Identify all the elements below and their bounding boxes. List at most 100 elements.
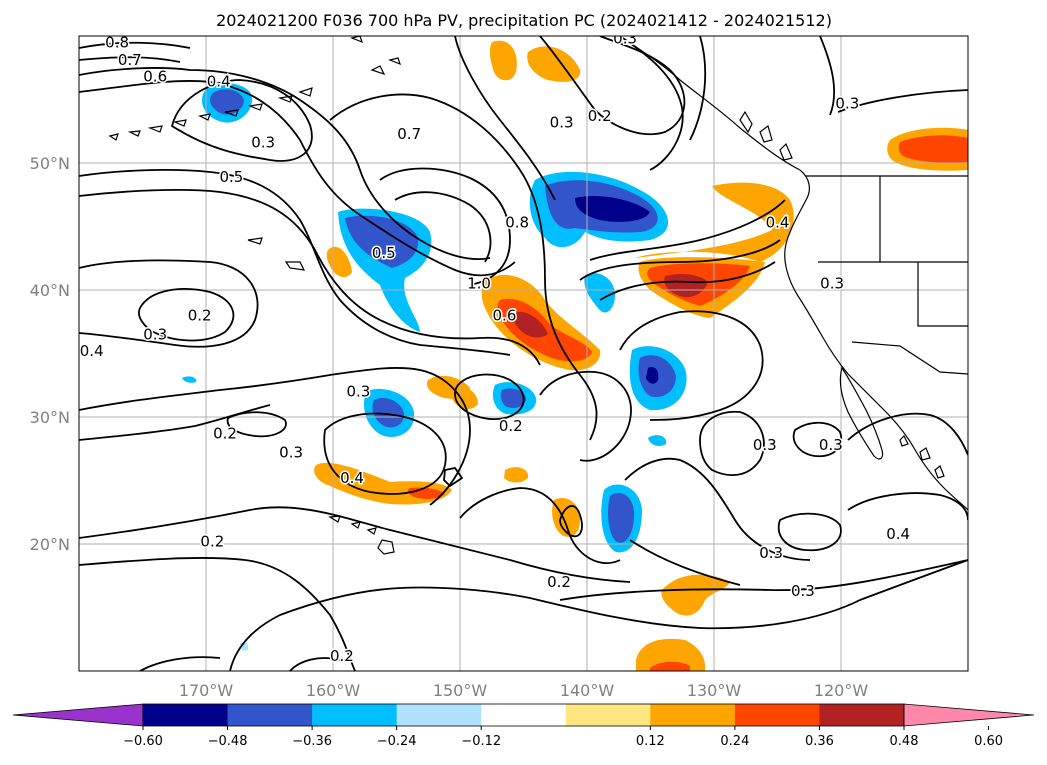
colorbar-segment	[481, 704, 567, 726]
map-frame	[78, 35, 969, 672]
colorbar: −0.60 −0.48 −0.36 −0.24 −0.12 0.12 0.24 0.36 0.4…	[12, 703, 1035, 749]
orange-anomaly-top	[489, 40, 517, 81]
precip-anomaly-shading	[182, 40, 968, 671]
colorbar-segment	[312, 704, 398, 726]
colorbar-segment	[143, 704, 229, 726]
lon-tick-label: 120°W	[814, 681, 869, 700]
contour-label: 0.3	[613, 30, 637, 48]
contour-label: 0.4	[207, 73, 231, 91]
contour-label: 0.3	[835, 94, 859, 112]
contour-label: 0.4	[766, 214, 790, 232]
contour-label: 0.2	[188, 306, 212, 324]
contour-label: 1.0	[467, 275, 491, 293]
orange-anomaly-130w	[635, 182, 794, 262]
contour-label: 0.3	[791, 582, 815, 600]
contour-label: 0.2	[213, 425, 237, 443]
alaska-panhandle-islands	[739, 110, 793, 161]
colorbar-frame	[142, 703, 905, 727]
red-anomaly-bottom	[650, 661, 690, 671]
pv-contours	[79, 36, 968, 671]
lon-tick-label: 170°W	[179, 681, 234, 700]
contour-label: 0.3	[819, 436, 843, 454]
contour-labels: 0.80.70.6 0.40.30.50.70.50.81.00.60.3 0.20…	[79, 30, 912, 666]
blue-anomaly-speck-2	[182, 376, 197, 383]
contour-label: 0.7	[118, 51, 142, 69]
contour-label: 0.3	[143, 325, 167, 343]
north-america-west-coast	[619, 36, 968, 511]
contour-label: 0.4	[886, 525, 910, 543]
blue-anomaly-136w-core	[608, 492, 634, 543]
orange-anomaly-bottom	[636, 638, 706, 671]
colorbar-segment	[650, 704, 736, 726]
colorbar-tick-label: 0.36	[805, 734, 834, 749]
colorbar-tick-label: 0.48	[890, 734, 919, 749]
lon-tick-label: 150°W	[433, 681, 488, 700]
lat-tick-label: 30°N	[30, 408, 70, 427]
colorbar-tick-label: −0.36	[292, 734, 332, 749]
contour-label: 0.2	[547, 573, 571, 591]
colorbar-segment	[396, 704, 482, 726]
colorbar-segment	[565, 704, 651, 726]
contour-label: 0.7	[397, 125, 421, 143]
lon-tick-labels: 170°W 160°W 150°W 140°W 130°W 120°W	[179, 681, 869, 700]
lon-tick-label: 140°W	[560, 681, 615, 700]
orange-anomaly-small-2	[552, 498, 580, 537]
contour-label: 0.2	[330, 647, 354, 665]
colorbar-extend-low	[12, 703, 144, 727]
contour-label: 0.6	[143, 68, 167, 86]
colorbar-extend-high	[903, 703, 1035, 727]
colorbar-segment	[819, 704, 905, 726]
blue-anomaly-west-core	[345, 215, 419, 268]
colorbar-tick-label: −0.60	[123, 734, 163, 749]
red-anomaly-ne-core	[898, 135, 968, 163]
orange-anomaly-small-1	[504, 467, 529, 483]
lat-tick-label: 40°N	[30, 281, 70, 300]
lat-tick-label: 50°N	[30, 154, 70, 173]
blue-anomaly-central-core	[575, 195, 650, 222]
lat-tick-label: 20°N	[30, 535, 70, 554]
baja-california	[839, 366, 884, 460]
map-background	[79, 36, 968, 671]
colorbar-segment	[227, 704, 313, 726]
contour-label: 0.5	[219, 168, 243, 186]
colorbar-tick-label: 0.12	[636, 734, 665, 749]
orange-anomaly-131w	[661, 574, 730, 616]
mexico-border	[851, 341, 968, 375]
lon-tick-label: 130°W	[687, 681, 742, 700]
contour-label: 0.3	[251, 134, 275, 152]
colorbar-tick-label: 0.24	[720, 734, 749, 749]
contour-label: 0.3	[279, 444, 303, 462]
contour-label: 0.3	[346, 383, 370, 401]
contour-label: 0.2	[588, 107, 612, 125]
contour-label: 0.6	[493, 306, 517, 324]
coastlines	[108, 36, 968, 555]
contour-label: 0.3	[753, 436, 777, 454]
contour-label: 0.5	[372, 244, 396, 262]
colorbar-tick-label: −0.24	[377, 734, 417, 749]
aleutian-islands	[108, 87, 313, 141]
contour-label: 0.8	[105, 33, 129, 51]
lat-tick-labels: 20°N 30°N 40°N 50°N	[30, 154, 70, 554]
contour-label: 0.3	[550, 113, 574, 131]
contour-label: 0.4	[80, 342, 104, 360]
contour-label: 0.3	[759, 544, 783, 562]
contour-label: 0.2	[499, 417, 523, 435]
contour-label: 0.4	[340, 469, 364, 487]
colorbar-tick-label: −0.48	[208, 734, 248, 749]
contour-label: 0.2	[200, 532, 224, 550]
graticule	[79, 36, 968, 671]
blue-anomaly-137w	[584, 272, 615, 313]
orange-anomaly-top-2	[527, 46, 581, 82]
blue-anomaly-155w-core	[372, 397, 404, 428]
blue-anomaly-134w-dark	[646, 366, 659, 384]
state-border-3	[917, 262, 968, 327]
hawaiian-islands	[328, 515, 395, 555]
blue-anomaly-speck-1	[648, 435, 667, 446]
contour-label: 0.3	[820, 275, 844, 293]
colorbar-segment	[734, 704, 820, 726]
dark-red-anomaly-130w	[664, 274, 708, 298]
colorbar-tick-label: 0.60	[974, 734, 1003, 749]
blue-anomaly-146w-core	[500, 388, 526, 408]
contour-label: 0.8	[505, 214, 529, 232]
figure-title: 2024021200 F036 700 hPa PV, precipitatio…	[216, 11, 832, 30]
